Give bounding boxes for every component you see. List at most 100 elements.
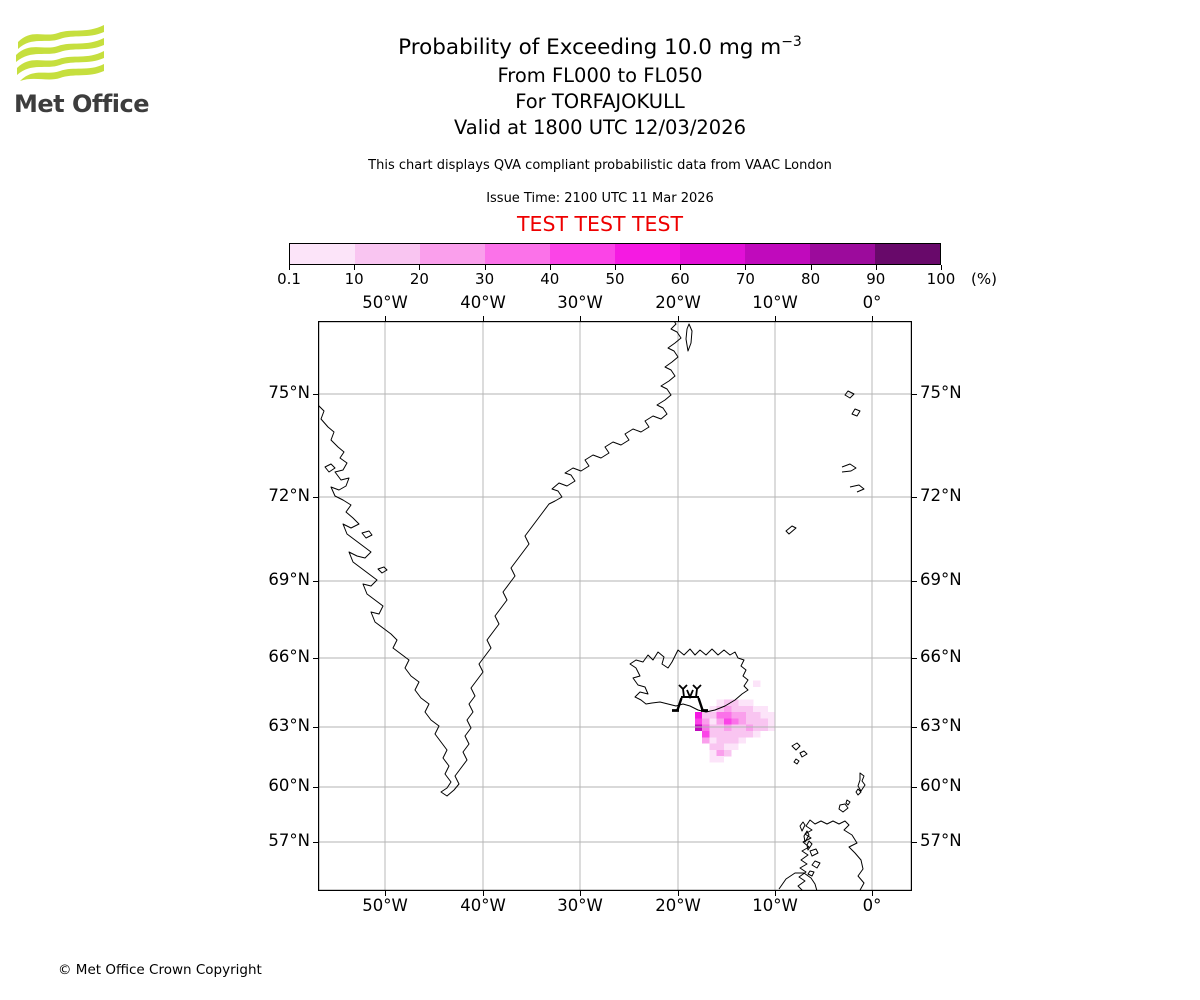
lon-tick-bottom — [872, 891, 873, 896]
lat-label-right: 63°N — [920, 716, 962, 735]
lon-tick-top — [872, 316, 873, 321]
test-banner: TEST TEST TEST — [516, 212, 684, 236]
islands-shetland — [855, 772, 866, 796]
colorbar-tick-label: 30 — [475, 270, 495, 288]
lat-label-left: 63°N — [268, 716, 310, 735]
lat-tick-left — [313, 497, 318, 498]
lat-tick-right — [912, 658, 917, 659]
lon-tick-top — [385, 316, 386, 321]
colorbar-segment-90-100pct — [875, 244, 940, 264]
lon-tick-top — [483, 316, 484, 321]
lon-label-bottom: 0° — [862, 896, 882, 915]
volcano-icon — [672, 684, 708, 712]
lat-label-right: 72°N — [920, 486, 962, 505]
lat-label-left: 60°N — [268, 776, 310, 795]
colorbar-tick — [680, 265, 682, 270]
colorbar-tick — [484, 265, 486, 270]
logo-waves-icon — [16, 25, 104, 81]
lat-tick-left — [313, 658, 318, 659]
lon-label-bottom: 20°W — [655, 896, 701, 915]
islets-far-north — [841, 390, 865, 493]
lon-label-bottom: 40°W — [460, 896, 506, 915]
lon-label-bottom: 10°W — [752, 896, 798, 915]
colorbar-segment-30-40pct — [485, 244, 550, 264]
colorbar-tick — [745, 265, 747, 270]
lon-tick-bottom — [775, 891, 776, 896]
lat-tick-right — [912, 787, 917, 788]
lon-tick-bottom — [580, 891, 581, 896]
colorbar-tick — [875, 265, 877, 270]
colorbar-tick-label: 100 — [926, 270, 956, 288]
map-canvas — [318, 321, 912, 891]
lat-tick-right — [912, 394, 917, 395]
lat-label-right: 66°N — [920, 647, 962, 666]
colorbar-tick — [354, 265, 356, 270]
lat-tick-left — [313, 581, 318, 582]
coastline-scotland — [797, 819, 865, 891]
colorbar-tick-label: 10 — [344, 270, 364, 288]
coastline-greenland — [318, 321, 682, 797]
lat-label-left: 75°N — [268, 383, 310, 402]
lat-label-right: 75°N — [920, 383, 962, 402]
island-jan-mayen — [785, 525, 797, 535]
island-ne-greenland-sliver — [685, 323, 693, 352]
islands-outer-hebrides — [799, 821, 813, 851]
lon-tick-bottom — [483, 891, 484, 896]
lon-label-top: 50°W — [362, 293, 408, 312]
subtitle-valid-time: Valid at 1800 UTC 12/03/2026 — [453, 116, 747, 139]
lat-tick-left — [313, 842, 318, 843]
probability-colorbar — [289, 243, 941, 265]
title-text: Probability of Exceeding 10.0 mg m — [398, 35, 782, 61]
colorbar-tick-label: 40 — [540, 270, 560, 288]
lon-tick-top — [678, 316, 679, 321]
coastline-greenland-islets — [324, 463, 388, 574]
colorbar-tick — [289, 265, 290, 270]
lat-label-left: 57°N — [268, 831, 310, 850]
lon-tick-top — [580, 316, 581, 321]
colorbar-segment-80-90pct — [810, 244, 875, 264]
lat-lon-gridlines — [318, 321, 912, 891]
issue-time-label: Issue Time: 2100 UTC 11 Mar 2026 — [486, 191, 714, 206]
lat-label-right: 69°N — [920, 570, 962, 589]
lon-label-top: 10°W — [752, 293, 798, 312]
lon-tick-bottom — [385, 891, 386, 896]
lat-label-left: 69°N — [268, 570, 310, 589]
lon-label-top: 0° — [862, 293, 882, 312]
coastlines — [318, 321, 866, 891]
colorbar-unit-label: (%) — [971, 270, 997, 288]
lat-label-right: 60°N — [920, 776, 962, 795]
lat-label-left: 72°N — [268, 486, 310, 505]
title-exponent: −3 — [781, 34, 802, 50]
lat-tick-right — [912, 497, 917, 498]
colorbar-tick-label: 20 — [409, 270, 429, 288]
lat-tick-left — [313, 394, 318, 395]
colorbar-tick — [419, 265, 421, 270]
lat-tick-right — [912, 727, 917, 728]
ash-probability-cells — [694, 680, 776, 763]
colorbar-segment-20-30pct — [420, 244, 485, 264]
colorbar-segment-0.1-10pct — [290, 244, 355, 264]
colorbar-tick-label: 70 — [735, 270, 755, 288]
colorbar-tick — [810, 265, 812, 270]
colorbar-segment-70-80pct — [745, 244, 810, 264]
lat-label-left: 66°N — [268, 647, 310, 666]
colorbar-segment-10-20pct — [355, 244, 420, 264]
colorbar-tick-label: 0.1 — [277, 270, 301, 288]
islands-orkney — [838, 799, 851, 813]
lat-label-right: 57°N — [920, 831, 962, 850]
colorbar-tick-label: 50 — [605, 270, 625, 288]
lon-label-bottom: 50°W — [362, 896, 408, 915]
lon-tick-top — [775, 316, 776, 321]
lon-label-top: 20°W — [655, 293, 701, 312]
lon-label-top: 40°W — [460, 293, 506, 312]
page-title: Probability of Exceeding 10.0 mg m−3 — [0, 28, 1200, 62]
colorbar-tick-label: 80 — [801, 270, 821, 288]
colorbar-segment-40-50pct — [550, 244, 615, 264]
lat-tick-left — [313, 727, 318, 728]
lat-tick-left — [313, 787, 318, 788]
colorbar-tick-label: 90 — [866, 270, 886, 288]
qva-compliance-note: This chart displays QVA compliant probab… — [368, 158, 832, 173]
copyright-notice: © Met Office Crown Copyright — [58, 962, 262, 978]
lon-label-top: 30°W — [557, 293, 603, 312]
